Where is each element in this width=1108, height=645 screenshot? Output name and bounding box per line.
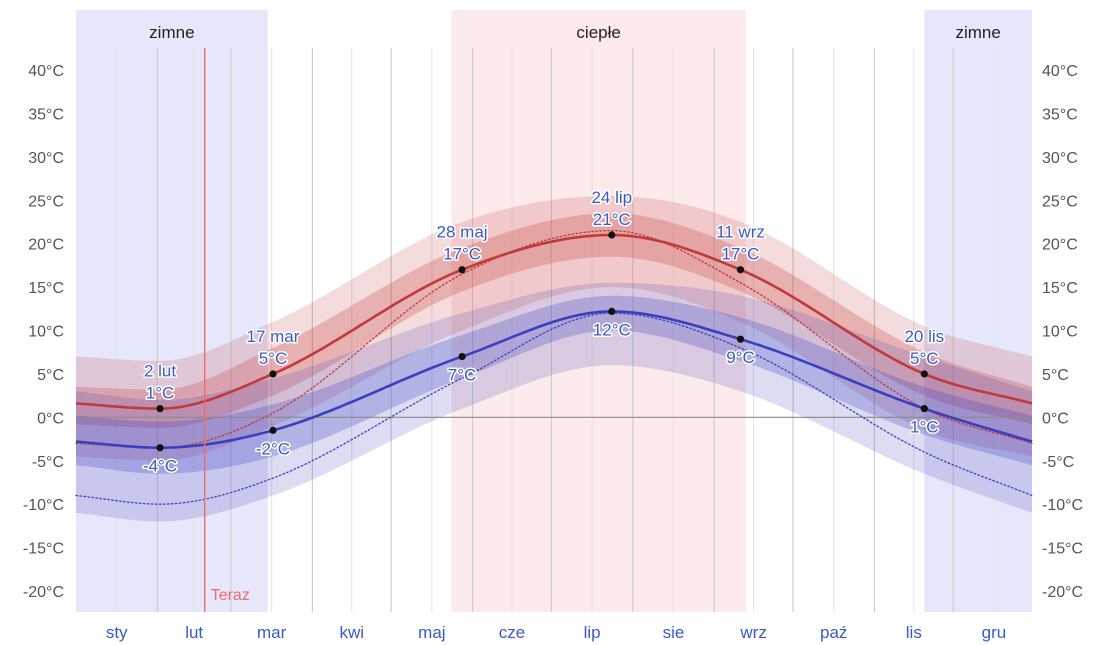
- y-tick-right-8: 0°C: [1042, 410, 1069, 427]
- annotation-point-11: [920, 405, 928, 413]
- annotation-label-1-0: -4°C: [143, 457, 177, 476]
- annotation-point-5: [458, 352, 466, 361]
- annotation-point-2: [269, 370, 277, 378]
- high-dotted-line: [75, 229, 1033, 449]
- annotation-label-2-1: 5°C: [259, 349, 288, 368]
- now-marker: Teraz: [203, 48, 250, 612]
- y-tick-right-9: -5°C: [1042, 454, 1074, 471]
- low-line: [75, 310, 1033, 449]
- y-tick-left-5: 15°C: [28, 280, 64, 297]
- y-tick-left-4: 20°C: [28, 237, 64, 254]
- month-label-5: cze: [499, 623, 525, 642]
- annotation-label-4-0: 28 maj: [437, 223, 488, 242]
- y-tick-left-2: 30°C: [28, 150, 64, 167]
- high-line: [75, 233, 1033, 410]
- y-tick-left-7: 5°C: [37, 367, 64, 384]
- now-label: Teraz: [211, 587, 250, 604]
- low-band-outer: [76, 282, 1032, 522]
- annotation-label-8-0: 11 wrz: [716, 223, 765, 242]
- annotations: 2 lut 1°C -4°C 17 mar 5°C -2°C 28 maj 17°C 7°C 24…: [141, 186, 945, 477]
- y-tick-right-1: 35°C: [1042, 106, 1078, 123]
- y-tick-right-7: 5°C: [1042, 367, 1069, 384]
- annotation-label-10-1: 5°C: [910, 349, 939, 368]
- y-tick-right-4: 20°C: [1042, 237, 1078, 254]
- y-tick-right-6: 10°C: [1042, 324, 1078, 341]
- high-band-inner: [76, 213, 1032, 428]
- annotation-point-1: [156, 444, 164, 452]
- month-label-2: mar: [257, 623, 287, 642]
- low-dotted-line: [75, 312, 1033, 505]
- y-tick-right-5: 15°C: [1042, 280, 1078, 297]
- month-label-10: lis: [906, 623, 922, 642]
- month-label-0: sty: [106, 623, 128, 642]
- y-tick-left-11: -15°C: [23, 541, 64, 558]
- annotation-label-0-1: 1°C: [146, 384, 175, 403]
- annotation-point-8: [736, 266, 745, 274]
- annotation-label-4-1: 17°C: [443, 245, 481, 264]
- annotation-point-9: [736, 335, 745, 343]
- annotation-point-0: [156, 405, 164, 413]
- y-tick-left-9: -5°C: [32, 454, 64, 471]
- annotation-label-10-0: 20 lis: [904, 327, 944, 346]
- season-label-1: ciepłe: [576, 23, 620, 42]
- annotation-label-9-0: 9°C: [726, 348, 755, 367]
- annotation-label-0-0: 2 lut: [144, 362, 176, 381]
- season-label-2: zimne: [955, 23, 1000, 42]
- annotation-point-10: [920, 370, 928, 378]
- y-tick-left-1: 35°C: [28, 106, 64, 123]
- y-tick-right-3: 25°C: [1042, 193, 1078, 210]
- y-tick-right-0: 40°C: [1042, 63, 1078, 80]
- high-band-outer: [76, 195, 1032, 461]
- annotation-label-8-1: 17°C: [721, 245, 759, 264]
- annotation-point-3: [269, 426, 277, 434]
- y-tick-right-11: -15°C: [1042, 541, 1083, 558]
- y-tick-right-10: -10°C: [1042, 497, 1083, 514]
- month-label-7: sie: [663, 623, 685, 642]
- annotation-point-7: [608, 307, 616, 315]
- season-label-0: zimne: [149, 23, 194, 42]
- season-band-2: [924, 10, 1032, 612]
- annotation-label-6-1: 21°C: [593, 210, 631, 229]
- low-band-inner: [76, 295, 1032, 474]
- annotation-label-6-0: 24 lip: [591, 188, 632, 207]
- month-label-11: gru: [982, 623, 1007, 642]
- y-tick-left-10: -10°C: [23, 497, 64, 514]
- axis-labels: 40°C 40°C 35°C 35°C 30°C 30°C 25°C 25°C 20°C 20°C…: [23, 63, 1083, 642]
- month-label-4: maj: [418, 623, 445, 642]
- annotation-label-2-0: 17 mar: [247, 327, 300, 346]
- month-label-1: lut: [185, 623, 203, 642]
- month-label-3: kwi: [339, 623, 364, 642]
- grid-lines: [116, 48, 995, 612]
- annotation-label-11-0: 1°C: [910, 418, 939, 437]
- y-tick-left-3: 25°C: [28, 193, 64, 210]
- series-lines: [75, 229, 1033, 505]
- annotation-label-3-0: -2°C: [256, 439, 290, 458]
- y-tick-right-12: -20°C: [1042, 584, 1083, 601]
- annotation-point-4: [458, 266, 466, 274]
- annotation-point-6: [608, 231, 616, 239]
- month-label-9: paź: [820, 623, 847, 642]
- month-label-8: wrz: [739, 623, 766, 642]
- temperature-bands: [76, 195, 1032, 522]
- season-band-0: [76, 10, 268, 612]
- y-tick-left-0: 40°C: [28, 63, 64, 80]
- annotation-label-5-0: 7°C: [448, 366, 477, 385]
- month-label-6: lip: [584, 623, 601, 642]
- y-tick-right-2: 30°C: [1042, 150, 1078, 167]
- annotation-label-7-0: 12°C: [593, 320, 631, 339]
- y-tick-left-6: 10°C: [28, 324, 64, 341]
- y-tick-left-8: 0°C: [37, 410, 64, 427]
- y-tick-left-12: -20°C: [23, 584, 64, 601]
